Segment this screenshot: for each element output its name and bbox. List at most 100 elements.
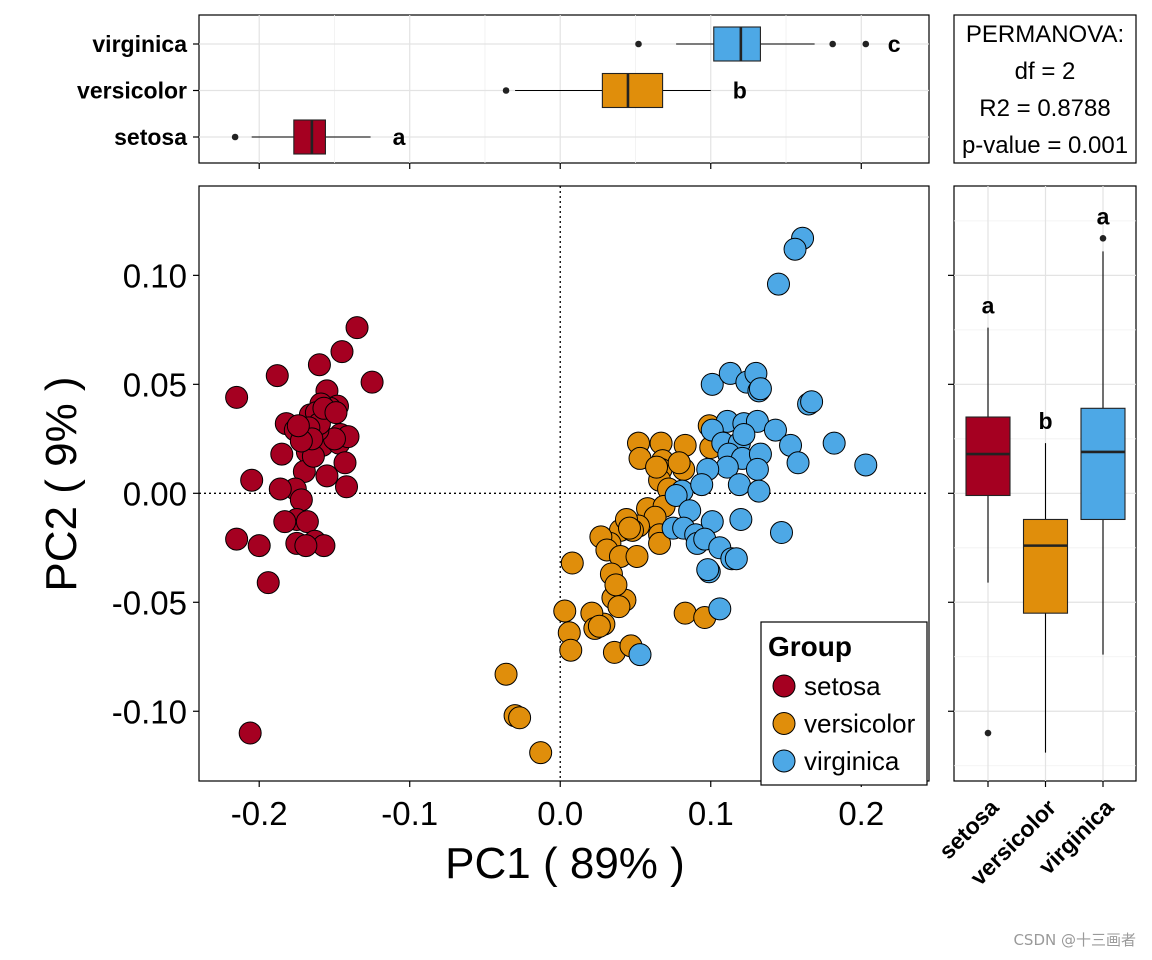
point-versicolor: [508, 706, 532, 730]
point-setosa: [324, 401, 348, 425]
point-virginica: [708, 597, 732, 621]
permanova-frame: [953, 14, 1137, 164]
permanova-pvalue: p-value = 0.001: [962, 132, 1128, 159]
legend-swatch-setosa: [772, 674, 796, 698]
legend-title: Group: [768, 631, 852, 662]
y-axis-title: PC2 ( 9% ): [37, 376, 86, 591]
point-versicolor: [553, 599, 577, 623]
permanova-r2: R2 = 0.8788: [979, 95, 1110, 122]
point-virginica: [628, 643, 652, 667]
point-virginica: [769, 521, 793, 545]
y-tick-label: -0.05: [112, 584, 187, 621]
point-setosa: [225, 527, 249, 551]
significance-letter-setosa: a: [982, 293, 995, 319]
top-category-label: setosa: [114, 124, 187, 150]
box-setosa: [965, 416, 1011, 497]
point-setosa: [247, 534, 271, 558]
outlier-setosa: [231, 133, 239, 141]
point-versicolor: [587, 614, 611, 638]
point-versicolor: [559, 638, 583, 662]
legend-swatch-virginica: [772, 749, 796, 773]
legend-label-versicolor: versicolor: [804, 709, 916, 739]
point-setosa: [345, 316, 369, 340]
x-axis-title: PC1 ( 89% ): [445, 839, 685, 888]
outlier-virginica: [1099, 235, 1107, 242]
box-versicolor: [601, 72, 664, 109]
point-setosa: [268, 477, 292, 501]
box-versicolor: [1022, 518, 1069, 614]
outlier-versicolor: [502, 87, 510, 94]
x-tick-label: 0.0: [537, 795, 583, 832]
y-tick-label: -0.10: [112, 693, 187, 730]
point-virginica: [766, 272, 790, 296]
point-versicolor: [560, 551, 584, 575]
point-setosa: [286, 414, 310, 438]
point-setosa: [335, 475, 359, 499]
point-virginica: [664, 483, 688, 507]
outlier-setosa: [984, 729, 992, 737]
outlier-virginica: [635, 40, 642, 48]
point-versicolor: [604, 573, 628, 597]
permanova-title: PERMANOVA:: [966, 21, 1124, 48]
point-virginica: [700, 372, 724, 396]
point-versicolor: [617, 516, 641, 540]
point-virginica: [763, 418, 787, 442]
point-setosa: [240, 468, 264, 492]
legend-label-virginica: virginica: [804, 746, 900, 776]
point-setosa: [315, 464, 339, 488]
point-setosa: [273, 510, 297, 534]
point-virginica: [690, 473, 714, 497]
point-versicolor: [607, 595, 631, 619]
point-setosa: [256, 571, 280, 595]
point-virginica: [822, 431, 846, 455]
x-tick-label: 0.2: [838, 795, 884, 832]
significance-letter-setosa: a: [393, 124, 406, 150]
point-virginica: [786, 451, 810, 475]
point-virginica: [748, 377, 772, 401]
point-versicolor: [494, 662, 518, 686]
y-tick-label: 0.05: [123, 366, 187, 403]
point-setosa: [289, 488, 313, 512]
outlier-virginica: [829, 40, 836, 48]
point-virginica: [745, 457, 769, 481]
point-virginica: [783, 237, 807, 261]
point-versicolor: [673, 601, 697, 625]
point-virginica: [732, 422, 756, 446]
point-virginica: [729, 507, 753, 531]
top-boxplot-panel: a b c virginica versicolor setosa: [77, 14, 930, 169]
point-virginica: [800, 390, 824, 414]
significance-letter-virginica: c: [888, 31, 901, 57]
point-virginica: [727, 473, 751, 497]
box-virginica: [1080, 407, 1126, 521]
legend: Group setosa versicolor virginica: [760, 621, 928, 786]
point-versicolor: [529, 741, 553, 765]
point-virginica: [854, 453, 878, 477]
legend-frame: [760, 621, 928, 786]
point-versicolor: [625, 545, 649, 569]
legend-label-setosa: setosa: [804, 671, 881, 701]
box-setosa: [293, 119, 326, 155]
point-virginica: [724, 547, 748, 571]
y-tick-label: 0.10: [123, 257, 187, 294]
significance-letter-versicolor: b: [733, 78, 747, 104]
y-tick-label: 0.00: [123, 475, 187, 512]
point-setosa: [333, 451, 357, 475]
point-setosa: [360, 370, 384, 394]
point-versicolor: [648, 531, 672, 555]
point-setosa: [330, 340, 354, 364]
top-category-label: versicolor: [77, 78, 187, 104]
permanova-box: PERMANOVA: df = 2 R2 = 0.8788 p-value = …: [953, 14, 1137, 164]
legend-swatch-versicolor: [772, 712, 796, 735]
point-setosa: [265, 364, 289, 388]
point-versicolor: [667, 451, 691, 475]
x-tick-label: -0.1: [381, 795, 438, 832]
point-setosa: [225, 385, 249, 409]
point-setosa: [238, 721, 262, 745]
point-setosa: [294, 534, 318, 558]
permanova-df: df = 2: [1015, 58, 1076, 85]
box-virginica: [713, 26, 761, 62]
outlier-virginica: [862, 40, 870, 48]
x-tick-label: 0.1: [688, 795, 734, 832]
